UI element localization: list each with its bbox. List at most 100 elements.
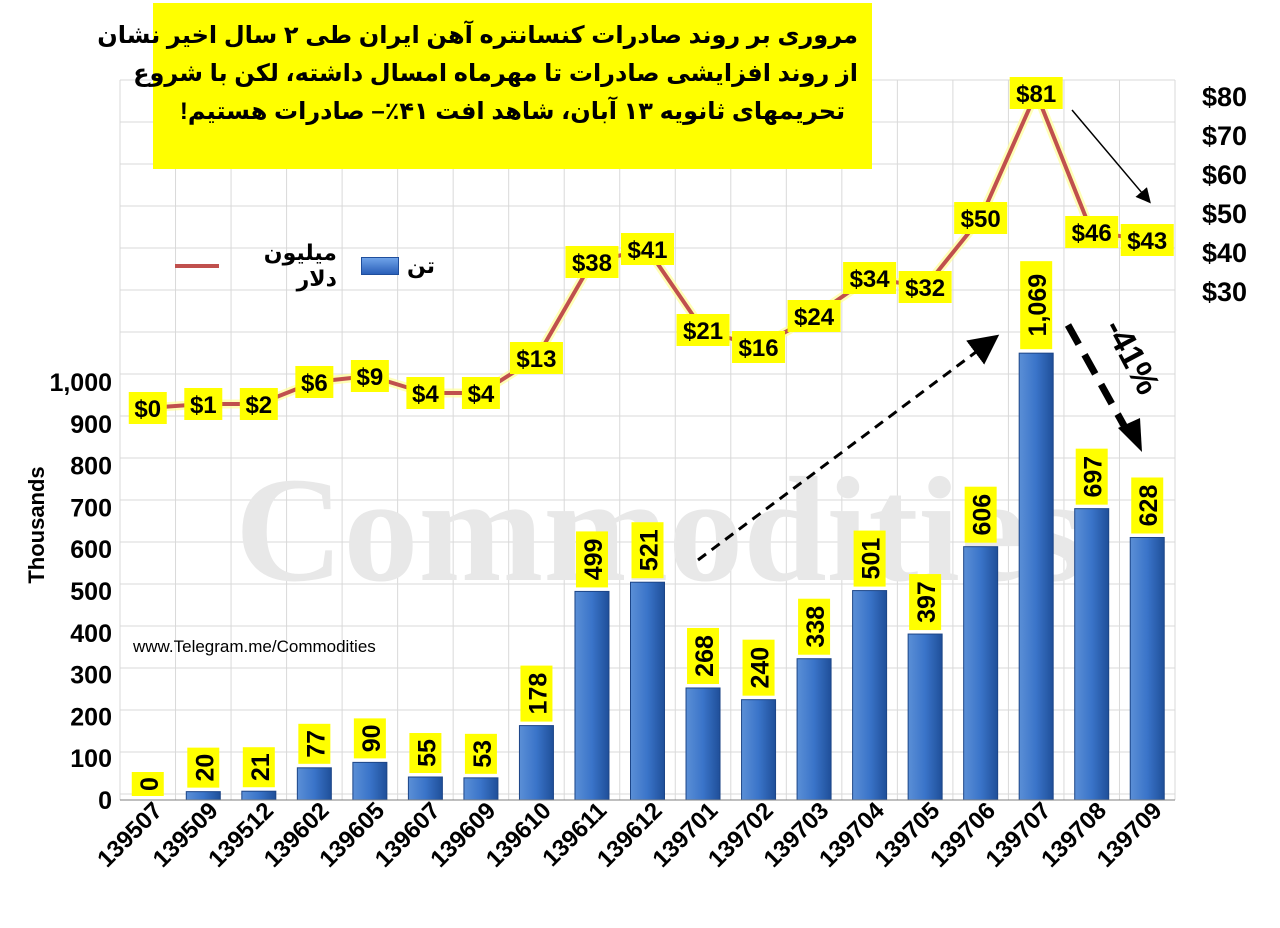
bar-label-text: 55: [413, 739, 441, 767]
y-axis-title: Thousands: [24, 466, 49, 584]
x-axis: 1395071395091395121396021396051396071396…: [92, 797, 1175, 873]
bar: [463, 777, 499, 801]
line-data-label: $46: [1072, 220, 1112, 247]
line-label-bg: [509, 342, 563, 374]
legend-swatch-line: [175, 264, 220, 268]
bar-label-text: 397: [913, 581, 941, 623]
bar-label-text: 240: [747, 647, 775, 689]
y-tick-label: 400: [70, 620, 112, 648]
y-tick-label: 800: [70, 453, 112, 481]
bar-data-label: 501: [853, 530, 886, 587]
bar-series: 0 20 21 77 90 55 53 178 499 521 268 240 338 501 397 606…: [131, 261, 1165, 801]
line-data-label: $13: [516, 346, 556, 373]
trend-down-arrowhead: [1118, 418, 1142, 452]
bar-data-label: 338: [798, 598, 831, 655]
bar: [907, 633, 943, 801]
bar: [1129, 536, 1165, 801]
bar: [1018, 352, 1054, 801]
line-data-label: $0: [134, 396, 161, 423]
line-label-bg: [406, 377, 445, 409]
line-label-bg: [843, 262, 897, 294]
line-label-bg: [350, 360, 389, 392]
line-series: $0 $1 $2 $6 $9 $4 $4 $13 $38 $41 $21 $16 $24 $34 $32 $5…: [128, 77, 1174, 424]
bar-label-bg: [909, 574, 942, 631]
line-label-bg: [128, 392, 167, 424]
bar-label-bg: [464, 733, 497, 774]
bar-label-text: 501: [858, 538, 886, 580]
bar-label-bg: [298, 723, 331, 764]
bar: [852, 590, 888, 801]
drop-percent-label: -41%: [1096, 313, 1167, 401]
bar-label-text: 77: [302, 730, 330, 758]
source-url: www.Telegram.me/Commodities: [133, 637, 376, 656]
legend-item-usd: میلیون دلار: [175, 240, 337, 292]
bar-data-label: 55: [409, 733, 442, 774]
bar-label-bg: [1131, 477, 1164, 534]
y2-axis: $30 $40 $50 $60 $70 $80: [1202, 82, 1247, 307]
bar: [518, 725, 554, 801]
line-data-label: $38: [572, 250, 612, 277]
bar-label-bg: [242, 747, 275, 788]
line-label-bg: [461, 377, 500, 409]
line-data-label: $4: [468, 381, 495, 408]
line-label-bg: [295, 366, 334, 398]
bar-label-text: 268: [691, 635, 719, 677]
bar: [352, 761, 388, 801]
bar: [963, 546, 999, 801]
bar-data-label: 178: [520, 665, 553, 722]
y-tick-label: 200: [70, 703, 112, 731]
bar-data-label: 1,069: [1020, 261, 1053, 350]
price-down-arrow: [1071, 109, 1151, 204]
bar-label-bg: [1020, 261, 1053, 350]
legend-label-usd: میلیون دلار: [263, 240, 337, 291]
bar-label-bg: [742, 639, 775, 696]
trend-up-arrow: [697, 334, 1000, 562]
line-data-label: $24: [794, 304, 835, 331]
bar-label-text: 0: [136, 777, 164, 791]
bar: [741, 699, 777, 801]
legend: تن میلیون دلار: [175, 240, 435, 291]
bar: [574, 590, 610, 801]
bar-label-bg: [631, 522, 664, 579]
line-label-bg: [787, 300, 841, 332]
y2-tick-label: $50: [1202, 199, 1247, 229]
bar-label-text: 20: [191, 754, 219, 782]
y2-tick-label: $70: [1202, 121, 1247, 151]
bar-data-label: 268: [687, 627, 720, 684]
line-label-bg: [954, 202, 1008, 234]
y-tick-label: 1,000: [49, 369, 112, 397]
line-data-label: $43: [1127, 228, 1167, 255]
y-tick-label: 700: [70, 494, 112, 522]
bar-data-label: 397: [909, 574, 942, 631]
y-tick-label: 100: [70, 745, 112, 773]
line-data-label: $1: [190, 392, 217, 419]
legend-item-tons: تن: [360, 253, 435, 279]
y-tick-label: 500: [70, 578, 112, 606]
bar-data-label: 53: [464, 733, 497, 774]
bar-label-bg: [131, 772, 164, 796]
line-data-label: $4: [412, 381, 439, 408]
bar: [685, 687, 721, 801]
line-label-bg: [1120, 224, 1174, 256]
bar-label-text: 53: [469, 740, 497, 768]
bar-data-label: 628: [1131, 477, 1164, 534]
bar-data-label: 90: [353, 718, 386, 759]
bar-label-bg: [798, 598, 831, 655]
line-data-label: $41: [627, 237, 667, 264]
bar-label-text: 21: [247, 753, 275, 781]
title-line-3: تحریمهای ثانویه ۱۳ آبان، شاهد افت ۴۱٪– ص…: [179, 98, 846, 125]
y-tick-label: 900: [70, 411, 112, 439]
bar-data-label: 21: [242, 747, 275, 788]
line-label-bg: [565, 246, 619, 278]
trend-down-arrow: [1064, 323, 1136, 442]
line-data-label: $2: [245, 392, 272, 419]
bar-label-text: 521: [636, 529, 664, 571]
line-data-label: $34: [850, 266, 891, 293]
y-tick-label: 600: [70, 536, 112, 564]
line-data-label: $21: [683, 318, 723, 345]
bar-label-bg: [964, 486, 997, 543]
line-label-bg: [1065, 216, 1119, 248]
line-label-bg: [898, 271, 952, 303]
bar-label-text: 90: [358, 724, 386, 752]
